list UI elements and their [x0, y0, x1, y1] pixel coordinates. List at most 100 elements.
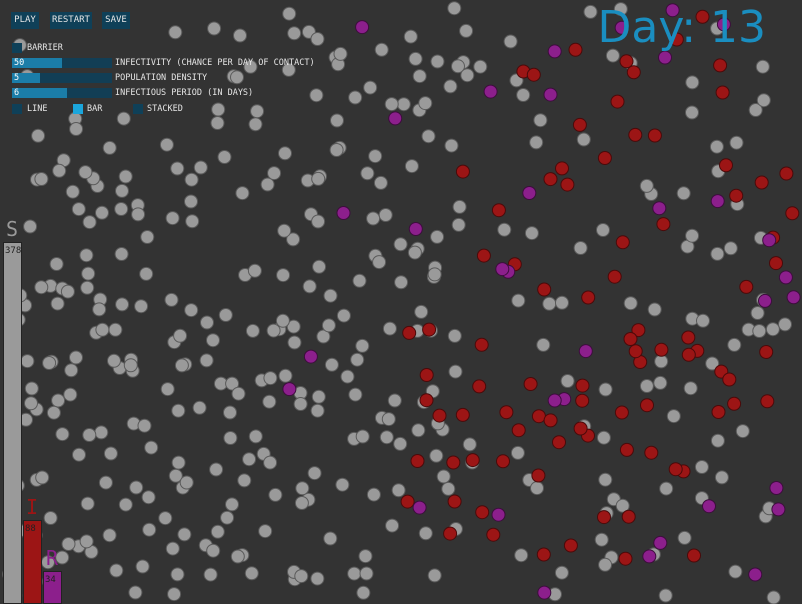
person-infected — [560, 177, 575, 192]
person-infected — [647, 128, 662, 143]
person-infected — [623, 332, 638, 346]
person-susceptible — [379, 430, 394, 445]
person-susceptible — [223, 405, 237, 420]
person-susceptible — [174, 358, 189, 373]
person-susceptible — [348, 90, 363, 105]
person-susceptible — [170, 567, 185, 582]
person-susceptible — [598, 472, 613, 487]
person-susceptible — [230, 70, 244, 85]
person-susceptible — [756, 93, 771, 108]
person-infected — [619, 442, 634, 457]
person-susceptible — [116, 111, 131, 126]
person-infected — [419, 393, 434, 408]
line-mode-toggle[interactable] — [12, 104, 22, 114]
person-infected — [472, 379, 487, 394]
person-recovered — [710, 194, 725, 209]
person-susceptible — [82, 428, 97, 442]
person-infected — [555, 161, 569, 176]
person-susceptible — [245, 323, 260, 338]
bar-mode-toggle[interactable] — [73, 104, 83, 114]
person-susceptible — [294, 496, 309, 510]
person-infected — [687, 548, 701, 563]
person-susceptible — [158, 511, 173, 526]
person-susceptible — [179, 475, 194, 490]
person-susceptible — [555, 295, 569, 310]
person-susceptible — [71, 202, 86, 217]
play-button[interactable]: PLAY — [11, 12, 39, 29]
person-susceptible — [615, 498, 630, 513]
person-infected — [715, 85, 730, 100]
person-susceptible — [278, 368, 293, 383]
person-susceptible — [473, 59, 488, 74]
person-susceptible — [310, 403, 325, 418]
person-susceptible — [677, 530, 692, 545]
person-susceptible — [340, 369, 355, 384]
person-susceptible — [436, 469, 451, 484]
person-infected — [455, 407, 470, 422]
person-susceptible — [324, 357, 339, 372]
person-susceptible — [211, 102, 226, 117]
person-recovered — [716, 17, 731, 32]
person-infected — [410, 454, 425, 468]
person-infected — [754, 175, 769, 190]
stacked-mode-toggle[interactable] — [133, 104, 143, 114]
person-susceptible — [43, 511, 58, 525]
person-infected — [400, 494, 415, 509]
person-susceptible — [366, 211, 381, 226]
restart-button[interactable]: RESTART — [50, 12, 92, 29]
person-susceptible — [129, 480, 144, 495]
person-susceptible — [462, 437, 477, 452]
person-susceptible — [710, 246, 725, 261]
period-value: 6 — [14, 88, 20, 98]
person-recovered — [653, 535, 668, 550]
person-susceptible — [430, 54, 445, 69]
person-susceptible — [542, 296, 557, 311]
barrier-checkbox[interactable] — [12, 43, 22, 53]
person-susceptible — [277, 223, 292, 238]
person-susceptible — [165, 541, 180, 556]
person-infected — [759, 345, 774, 359]
person-infected — [552, 435, 566, 450]
person-infected — [656, 217, 671, 232]
person-susceptible — [554, 565, 569, 580]
person-susceptible — [24, 381, 39, 396]
infectivity-slider[interactable]: 50 — [12, 58, 112, 68]
person-susceptible — [94, 425, 109, 440]
density-slider[interactable]: 5 — [12, 73, 112, 83]
bar-letter-s: S — [6, 217, 19, 241]
person-recovered — [412, 500, 427, 515]
person-infected — [681, 347, 696, 362]
person-susceptible — [414, 304, 429, 319]
infectivity-label: INFECTIVITY (CHANCE PER DAY OF CONTACT) — [115, 58, 315, 68]
person-susceptible — [355, 338, 370, 353]
person-susceptible — [323, 531, 338, 546]
person-recovered — [769, 481, 784, 495]
person-susceptible — [287, 335, 302, 350]
person-susceptible — [123, 358, 138, 373]
person-susceptible — [451, 59, 465, 74]
person-infected — [572, 117, 587, 132]
person-susceptible — [576, 132, 591, 147]
person-susceptible — [429, 448, 444, 463]
person-recovered — [303, 349, 318, 364]
period-slider[interactable]: 6 — [12, 88, 112, 98]
person-susceptible — [709, 139, 724, 154]
person-susceptible — [233, 28, 247, 43]
person-infected — [597, 151, 612, 165]
person-susceptible — [167, 587, 182, 602]
person-infected — [615, 235, 630, 250]
period-label: INFECTIOUS PERIOD (IN DAYS) — [115, 88, 254, 98]
person-susceptible — [128, 585, 143, 600]
save-button[interactable]: SAVE — [102, 12, 130, 29]
person-susceptible — [451, 217, 466, 232]
person-infected — [729, 188, 744, 203]
person-susceptible — [98, 475, 113, 490]
person-susceptible — [647, 302, 662, 317]
person-susceptible — [330, 113, 344, 128]
person-infected — [640, 398, 654, 413]
person-susceptible — [102, 140, 117, 155]
person-susceptible — [262, 394, 277, 409]
person-infected — [628, 127, 643, 142]
person-susceptible — [533, 113, 548, 128]
